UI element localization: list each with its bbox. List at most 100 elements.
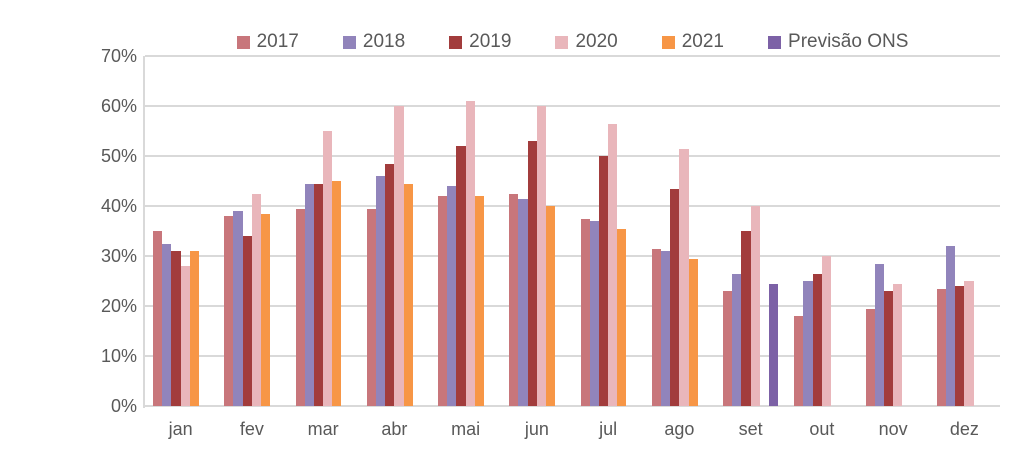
bar-nov-2018 (874, 263, 884, 406)
bar-jun-2020 (536, 106, 547, 406)
bar-mai-2018 (447, 186, 457, 406)
legend-label: Previsão ONS (788, 31, 909, 52)
y-tick-label-50: 50% (100, 146, 137, 166)
gridline-40 (145, 205, 1000, 207)
gridline-30 (145, 255, 1000, 257)
bar-mai-2019 (456, 146, 466, 406)
x-tick-label-nov: nov (878, 419, 908, 439)
y-axis-line (143, 56, 145, 408)
bar-mai-2020 (465, 101, 475, 406)
legend-label: 2019 (469, 31, 512, 52)
bar-jan-2019 (171, 251, 181, 406)
bar-jun-2017 (509, 193, 519, 406)
legend-label: 2018 (362, 31, 406, 52)
bar-ago-2017 (651, 248, 661, 406)
y-tick-label-10: 10% (100, 346, 137, 366)
y-tick-label-60: 60% (100, 96, 137, 116)
bar-nov-2020 (893, 283, 903, 406)
x-tick-label-jun: jun (524, 419, 549, 439)
bar-jan-2021 (189, 251, 199, 406)
bar-set-2018 (732, 273, 742, 406)
bar-fev-2017 (224, 216, 234, 406)
legend-item-2018: 2018 (342, 31, 406, 53)
bar-dez-2020 (964, 281, 974, 406)
bar-ago-2020 (679, 148, 689, 406)
x-tick-label-mar: mar (307, 419, 339, 439)
x-tick-label-jul: jul (599, 419, 618, 439)
x-tick-label-out: out (809, 419, 835, 439)
bar-dez-2019 (955, 286, 965, 406)
bar-fev-2020 (251, 193, 262, 406)
gridline-20 (145, 305, 1000, 307)
y-tick-label-40: 40% (100, 196, 137, 216)
bar-set-2019 (741, 231, 751, 406)
bar-fev-2021 (261, 213, 271, 406)
bar-ago-2021 (688, 258, 698, 406)
bar-dez-2018 (945, 246, 956, 406)
x-tick-label-ago: ago (664, 419, 695, 439)
bar-mar-2018 (304, 183, 314, 406)
legend-label: 2021 (681, 31, 725, 52)
bar-abr-2021 (403, 183, 413, 406)
y-tick-label-70: 70% (100, 46, 137, 66)
bar-out-2019 (812, 273, 822, 406)
bar-mai-2021 (474, 196, 484, 406)
plot-area (143, 55, 1000, 408)
bar-out-2020 (821, 256, 832, 406)
bar-jul-2019 (598, 156, 609, 406)
bar-jun-2018 (518, 198, 528, 406)
bar-set-2020 (750, 206, 760, 406)
legend-label: 2017 (256, 31, 299, 52)
legend-swatch-icon (768, 35, 782, 49)
bar-abr-2019 (385, 163, 395, 406)
bar-mar-2019 (313, 183, 324, 406)
x-tick-label-abr: abr (381, 419, 408, 439)
gridline-70 (145, 55, 1000, 57)
bar-mar-2017 (295, 208, 305, 406)
bar-nov-2019 (883, 291, 894, 406)
bar-jan-2018 (162, 243, 172, 406)
y-tick-label-30: 30% (100, 246, 137, 266)
chart-legend: 2017 2018 2019 2020 2021 Previsão ONS (145, 29, 1000, 55)
bar-jul-2021 (617, 228, 627, 406)
x-tick-label-set: set (738, 419, 763, 439)
legend-item-2020: 2020 (555, 31, 618, 53)
bar-abr-2017 (366, 208, 376, 406)
bar-jun-2021 (546, 206, 556, 406)
bar-mai-2017 (438, 196, 448, 406)
gridline-60 (145, 105, 1000, 107)
bar-jan-2017 (153, 231, 163, 406)
bar-fev-2018 (233, 211, 243, 406)
legend-item-2019: 2019 (449, 31, 511, 53)
bar-mar-2021 (332, 181, 342, 406)
bar-abr-2020 (394, 106, 404, 406)
bar-dez-2017 (936, 288, 946, 406)
bar-ago-2018 (660, 251, 671, 406)
bar-jul-2020 (608, 123, 618, 406)
legend-swatch-icon (449, 35, 463, 49)
x-axis-labels: jan fev mar abr mai jun jul ago set out nov dez (145, 419, 1000, 443)
bar-mar-2020 (323, 131, 333, 406)
y-tick-label-20: 20% (100, 296, 137, 316)
legend-swatch-icon (236, 35, 250, 49)
bar-out-2017 (794, 316, 804, 406)
y-tick-label-0: 0% (110, 396, 137, 416)
legend-item-previsão-ons: Previsão ONS (768, 31, 908, 53)
bar-nov-2017 (865, 308, 875, 406)
legend-item-2021: 2021 (661, 31, 725, 53)
bar-out-2018 (803, 281, 813, 406)
gridline-0 (145, 405, 1000, 407)
bar-abr-2018 (375, 176, 386, 406)
legend-label: 2020 (575, 31, 618, 52)
bar-jul-2017 (580, 218, 590, 406)
legend-swatch-icon (555, 35, 569, 49)
bar-jan-2020 (180, 266, 190, 406)
y-axis-labels: 0% 10% 20% 30% 40% 50% 60% 70% (0, 46, 137, 416)
x-tick-label-jan: jan (168, 419, 193, 439)
gridline-50 (145, 155, 1000, 157)
bar-set-previsão-ons (769, 283, 779, 406)
bar-jun-2019 (527, 141, 537, 406)
x-tick-label-fev: fev (239, 419, 264, 439)
gridline-10 (145, 355, 1000, 357)
